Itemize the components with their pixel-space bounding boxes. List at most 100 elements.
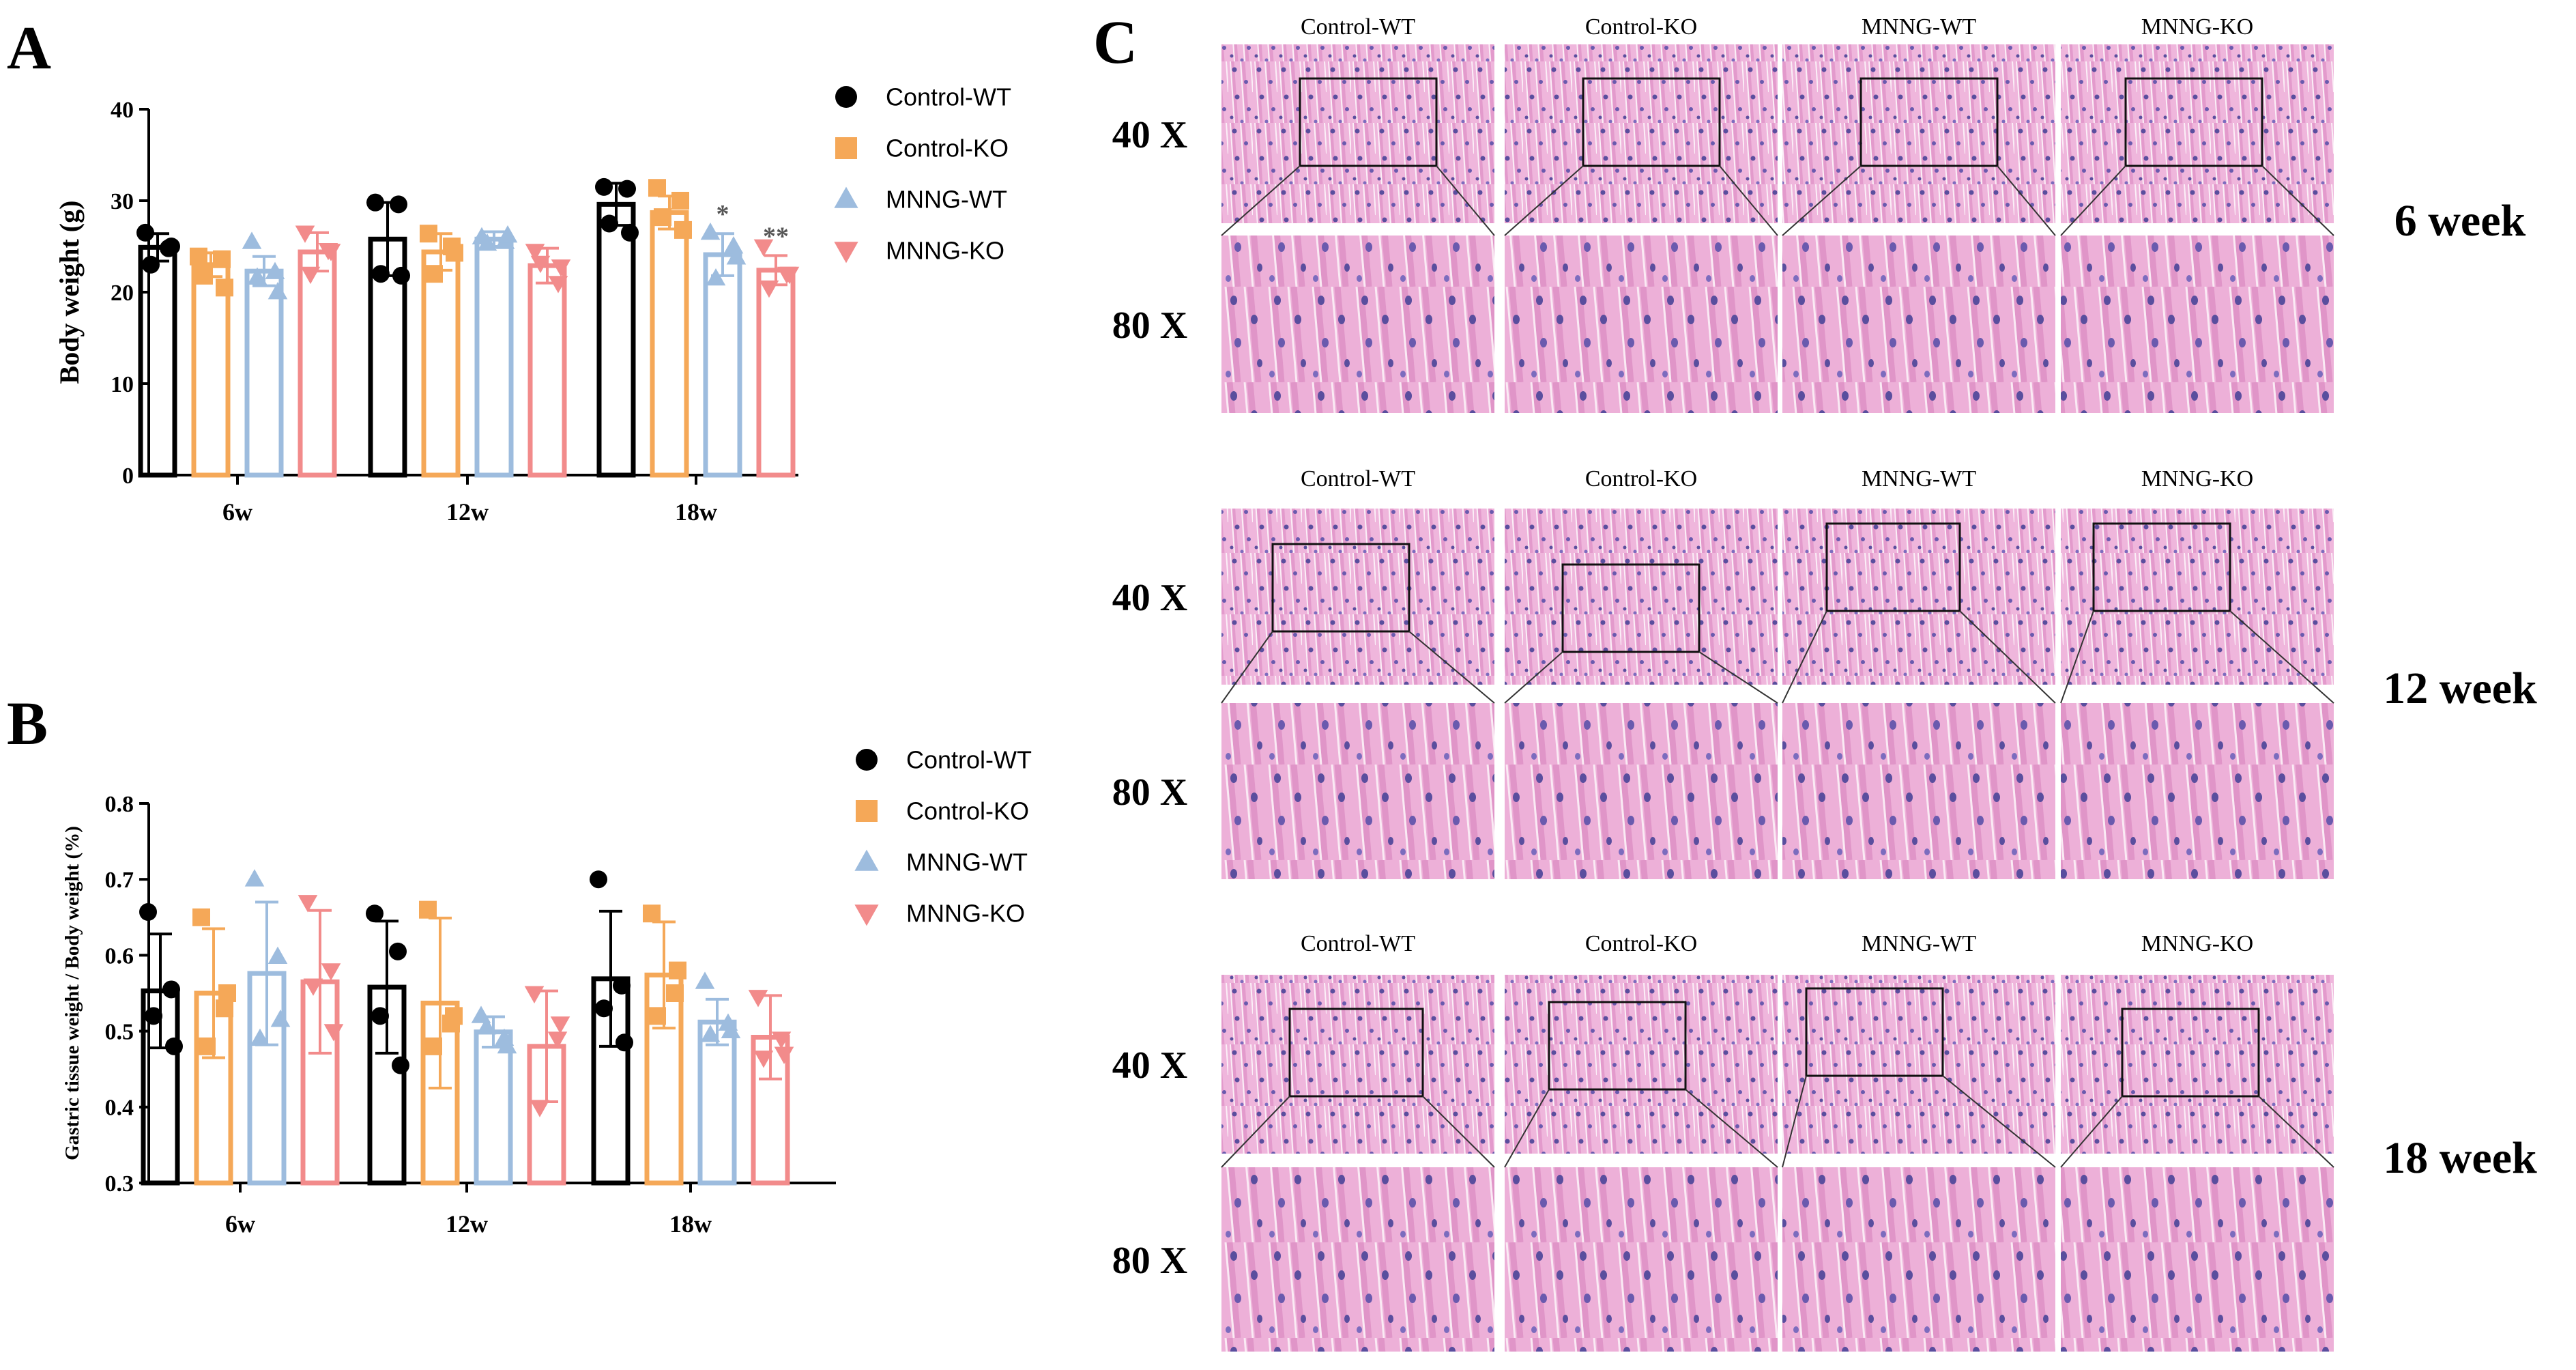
- legend: Control-WT Control-KO MNNG-WT MNNG-KO: [834, 83, 1011, 265]
- legend-marker: [854, 849, 879, 871]
- legend-item-control-ko: Control-KO: [856, 797, 1029, 825]
- group-label: Control-WT: [1301, 14, 1415, 40]
- x-tick-label: 18w: [669, 1210, 712, 1238]
- micrograph-40x: [1782, 509, 2055, 685]
- data-point: [265, 261, 285, 279]
- y-tick-label: 0.4: [105, 1096, 134, 1121]
- bar: [756, 268, 796, 478]
- zoom-region-box: [2092, 522, 2231, 612]
- data-point: [162, 980, 180, 999]
- data-point: [321, 963, 341, 981]
- data-point: [390, 195, 407, 214]
- zoom-region-box: [1548, 1001, 1687, 1091]
- zoom-connector: [1959, 610, 2056, 704]
- data-point: [550, 1016, 570, 1034]
- data-point: [616, 1033, 633, 1052]
- panel-a-letter: A: [7, 14, 51, 82]
- y-tick-label: 40: [111, 98, 134, 123]
- data-point: [774, 1046, 794, 1064]
- legend-label: MNNG-KO: [906, 900, 1025, 928]
- micrograph-80x: [1221, 703, 1494, 879]
- x-tick-label: 12w: [446, 1210, 488, 1238]
- bar: [697, 1019, 737, 1186]
- data-point: [547, 1031, 568, 1049]
- gastric-ratio-chart: 0.3 0.4 0.5 0.6 0.7 0.8 Gastric tissue weight …: [61, 746, 1032, 1238]
- data-point: [303, 978, 323, 996]
- y-tick-label: 10: [111, 372, 134, 397]
- zoom-connector: [2060, 165, 2126, 236]
- y-tick-label: 30: [111, 189, 134, 214]
- micrograph-80x: [1505, 703, 1778, 879]
- legend-marker: [854, 904, 879, 926]
- magnification-label: 40 X: [1112, 114, 1187, 156]
- micrograph-80x: [2061, 703, 2334, 879]
- group-label: MNNG-KO: [2141, 466, 2253, 491]
- data-point: [372, 265, 390, 283]
- bar: [298, 249, 337, 478]
- micrograph-40x: [1221, 509, 1494, 685]
- micrograph-80x: [1221, 1167, 1494, 1352]
- data-point: [476, 1017, 497, 1035]
- data-point: [247, 267, 267, 285]
- bar: [244, 268, 284, 478]
- legend-label: Control-KO: [906, 797, 1029, 825]
- data-point: [648, 1007, 666, 1025]
- y-tick-label: 0.7: [105, 868, 134, 893]
- zoom-connector: [2060, 610, 2094, 704]
- bar: [527, 263, 567, 478]
- data-point: [666, 984, 684, 1002]
- data-point: [706, 268, 726, 286]
- legend-item-mnng-ko: MNNG-KO: [834, 237, 1004, 265]
- data-point: [162, 238, 180, 255]
- histology-row-2: 40 X 80 X 12 week Control-WT Control-KO MNNG-…: [1112, 466, 2537, 879]
- legend-label: Control-KO: [886, 134, 1009, 162]
- micrograph-40x: [1505, 509, 1778, 685]
- data-point: [136, 223, 154, 242]
- data-point: [723, 236, 744, 254]
- data-point: [530, 255, 551, 274]
- data-point: [213, 250, 231, 268]
- y-axis-title: Gastric tissue weight / Body weight (%): [61, 826, 83, 1160]
- panel-c-letter: C: [1093, 9, 1138, 76]
- data-point: [779, 266, 800, 285]
- data-point: [748, 990, 768, 1008]
- significance-label: **: [763, 222, 789, 251]
- data-point: [142, 255, 160, 274]
- data-point: [270, 1009, 291, 1027]
- zoom-connector: [1782, 1075, 1807, 1168]
- data-point: [477, 233, 497, 251]
- zoom-region-box: [1825, 522, 1961, 612]
- data-point: [695, 971, 715, 989]
- bar: [138, 244, 177, 478]
- micrograph-80x: [2061, 236, 2334, 413]
- legend-item-mnng-ko: MNNG-KO: [854, 900, 1025, 928]
- bar: [703, 252, 742, 478]
- bar: [474, 236, 514, 478]
- group-label: Control-KO: [1585, 931, 1697, 956]
- magnification-label: 80 X: [1112, 1240, 1187, 1282]
- x-tick-label: 6w: [225, 1210, 255, 1238]
- legend-item-mnng-wt: MNNG-WT: [834, 186, 1007, 214]
- series-control-ko: [192, 900, 686, 1186]
- zoom-region-box: [1561, 563, 1701, 653]
- zoom-connector: [1997, 165, 2056, 236]
- data-point: [721, 1021, 741, 1038]
- data-point: [244, 869, 265, 887]
- series-mnng-ko: **: [295, 222, 800, 478]
- zoom-region-box: [2124, 77, 2263, 167]
- data-point: [366, 193, 384, 212]
- zoom-connector: [2229, 610, 2334, 704]
- data-point: [298, 895, 318, 913]
- legend-item-control-wt: Control-WT: [856, 746, 1032, 774]
- data-point: [216, 279, 233, 297]
- legend-item-mnng-wt: MNNG-WT: [854, 848, 1028, 876]
- data-point: [618, 180, 636, 198]
- y-tick-label: 0.8: [105, 792, 134, 817]
- micrograph-40x: [2061, 975, 2334, 1154]
- panel-b: B 0.3 0.4 0.5 0.6 0.7 0.8 Gastric tissue weigh…: [7, 690, 1032, 1238]
- zoom-region-box: [1299, 77, 1438, 167]
- legend-item-control-wt: Control-WT: [835, 83, 1011, 111]
- micrograph-40x: [1782, 44, 2055, 223]
